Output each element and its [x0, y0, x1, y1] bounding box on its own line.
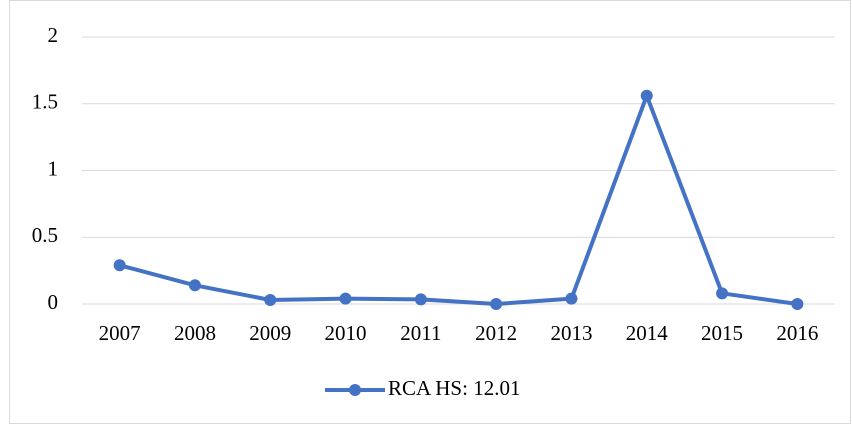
y-tick-label: 2 — [48, 23, 59, 47]
y-tick-label: 0 — [48, 290, 59, 314]
x-tick-label: 2009 — [249, 321, 291, 345]
y-tick-label: 0.5 — [32, 223, 58, 247]
y-tick-label: 1.5 — [32, 90, 58, 114]
data-point — [188, 279, 201, 292]
x-tick-label: 2007 — [99, 321, 141, 345]
y-tick-label: 1 — [48, 156, 59, 180]
x-tick-label: 2008 — [174, 321, 216, 345]
x-tick-label: 2016 — [776, 321, 818, 345]
x-tick-label: 2011 — [400, 321, 441, 345]
data-point — [716, 287, 729, 300]
data-point — [414, 293, 427, 306]
series-line — [119, 93, 798, 306]
data-point — [339, 292, 352, 305]
data-point — [640, 89, 653, 102]
x-tick-label: 2014 — [626, 321, 669, 345]
data-point — [490, 298, 503, 310]
data-point — [113, 259, 126, 272]
data-point — [791, 298, 804, 310]
x-tick-label: 2015 — [701, 321, 743, 345]
x-tick-label: 2010 — [325, 321, 367, 345]
legend-label: RCA HS: 12.01 — [388, 376, 520, 400]
chart-border — [9, 0, 851, 424]
data-point — [565, 292, 578, 305]
x-tick-label: 2012 — [475, 321, 517, 345]
legend-marker — [349, 384, 361, 396]
data-point — [264, 293, 277, 306]
x-tick-label: 2013 — [550, 321, 592, 345]
